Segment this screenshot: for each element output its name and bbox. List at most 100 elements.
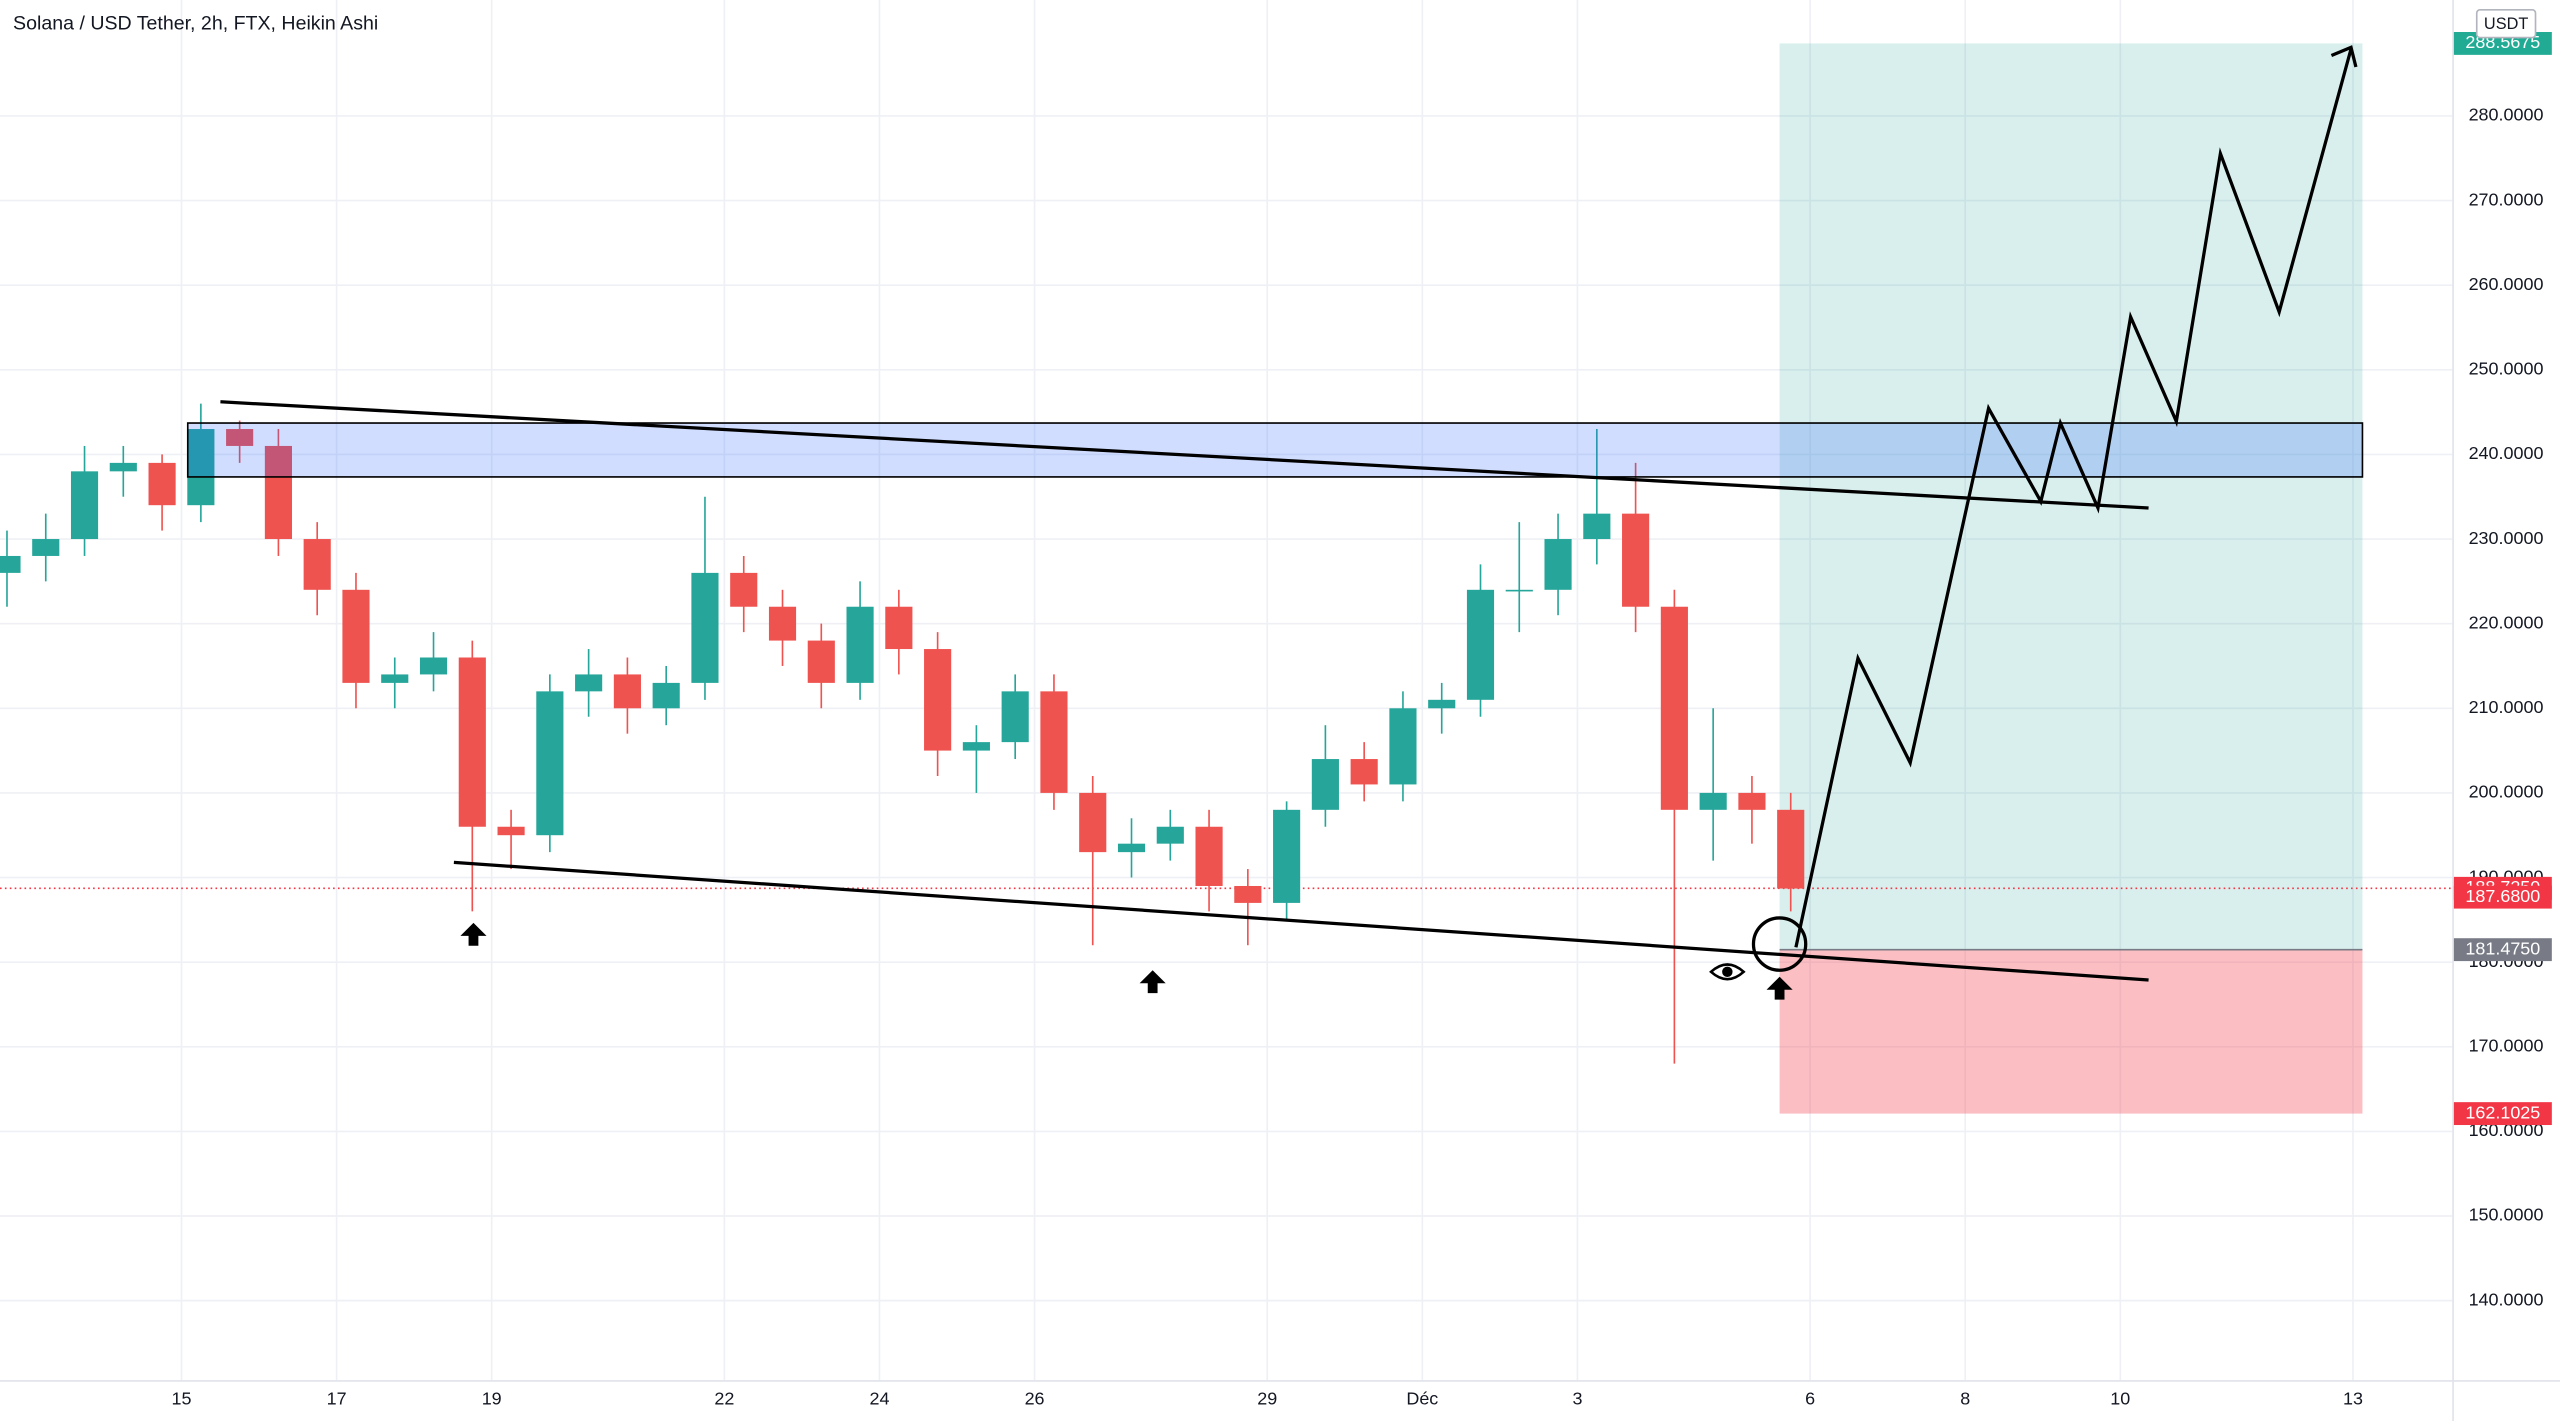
candle-body: [187, 429, 215, 506]
candle-body: [1040, 691, 1068, 793]
up-arrow: [1139, 970, 1166, 994]
candle-body: [536, 691, 564, 836]
up-arrow: [460, 922, 487, 946]
candle-body: [1156, 826, 1184, 844]
x-tick-label: 3: [1572, 1389, 1582, 1409]
candle-body: [419, 657, 448, 675]
candle-body: [1699, 792, 1727, 810]
grid: [0, 0, 2453, 1381]
x-tick-label: 29: [1257, 1389, 1277, 1409]
candle-body: [885, 606, 913, 650]
price-label: 181.4750: [2465, 938, 2540, 958]
price-label: 162.1025: [2465, 1102, 2540, 1122]
y-tick-label: 270.0000: [2469, 189, 2544, 209]
candle-body: [1001, 691, 1029, 743]
upper-trendline: [220, 400, 2149, 510]
candle-body: [1544, 539, 1572, 590]
candles: [0, 403, 1805, 1064]
x-tick-label: 19: [482, 1389, 502, 1409]
up-arrow: [1766, 976, 1793, 1000]
candle-body: [575, 674, 603, 692]
price-label-box: [2453, 938, 2552, 962]
candle-body: [768, 606, 797, 641]
currency-box[interactable]: [2475, 8, 2537, 39]
candle-body: [70, 471, 99, 540]
candle-body: [1777, 809, 1805, 889]
price-label-box: [2453, 1102, 2552, 1126]
y-tick-label: 140.0000: [2469, 1289, 2544, 1309]
x-tick-label: 10: [2110, 1389, 2130, 1409]
x-tick-label: Déc: [1406, 1389, 1438, 1409]
candle-body: [1622, 513, 1650, 607]
candle-body: [691, 572, 719, 683]
candle-body: [0, 555, 21, 573]
x-tick-label: 26: [1025, 1389, 1045, 1409]
entry-circle: [1751, 916, 1808, 972]
x-tick-label: 24: [869, 1389, 889, 1409]
candle-body: [1660, 606, 1688, 810]
y-tick-label: 230.0000: [2469, 528, 2544, 548]
candle-body: [264, 445, 292, 540]
x-tick-label: 8: [1960, 1389, 1970, 1409]
candle-body: [1466, 589, 1495, 700]
candle-body: [458, 657, 486, 827]
candle-body: [1273, 809, 1301, 903]
candle-body: [807, 640, 835, 683]
candle-body: [924, 649, 952, 751]
currency-label: USDT: [2484, 15, 2528, 33]
drawings: [186, 45, 2364, 1000]
x-tick-label: 17: [327, 1389, 347, 1409]
eye-icon: [1709, 963, 1746, 981]
candle-body: [342, 589, 370, 683]
axes: 140.0000150.0000160.0000170.0000180.0000…: [171, 31, 2552, 1409]
candle-body: [109, 462, 137, 472]
candle-body: [1738, 792, 1766, 810]
candle-body: [1311, 759, 1339, 810]
candle-body: [1389, 708, 1417, 785]
candle-body: [1350, 759, 1378, 785]
candle-body: [1195, 826, 1223, 886]
profit-zone: [1779, 43, 2363, 950]
y-tick-label: 200.0000: [2469, 782, 2544, 802]
x-tick-label: 15: [171, 1389, 191, 1409]
projection-arrowhead: [2330, 45, 2358, 68]
x-tick-label: 6: [1805, 1389, 1815, 1409]
candle-body: [1117, 843, 1146, 853]
y-tick-label: 260.0000: [2469, 274, 2544, 294]
candle-body: [1583, 513, 1611, 540]
y-tick-label: 220.0000: [2469, 612, 2544, 632]
candle-body: [730, 572, 758, 607]
resistance-zone: [186, 422, 2364, 478]
y-tick-label: 170.0000: [2469, 1036, 2544, 1056]
candle-body: [1505, 589, 1533, 592]
candle-body: [652, 682, 680, 709]
candle-body: [148, 462, 176, 506]
candle-body: [846, 606, 874, 683]
candle-body: [1428, 699, 1456, 709]
y-tick-label: 210.0000: [2469, 697, 2544, 717]
candle-body: [613, 674, 641, 709]
candle-body: [1079, 792, 1107, 853]
candle-body: [303, 539, 331, 590]
y-tick-label: 240.0000: [2469, 443, 2544, 463]
price-label-box: [2453, 885, 2552, 909]
y-tick-label: 250.0000: [2469, 359, 2544, 379]
position-tool: [0, 43, 2453, 1114]
y-tick-label: 150.0000: [2469, 1205, 2544, 1225]
candle-body: [962, 742, 990, 751]
x-tick-label: 13: [2343, 1389, 2363, 1409]
candle-body: [1234, 885, 1262, 903]
lower-trendline: [453, 860, 2149, 982]
chart-title: Solana / USD Tether, 2h, FTX, Heikin Ash…: [13, 13, 378, 35]
x-tick-label: 22: [714, 1389, 734, 1409]
candle-body: [381, 674, 409, 683]
projection-path: [1794, 48, 2353, 948]
candle-body: [226, 429, 254, 446]
price-label: 187.6800: [2465, 886, 2540, 906]
y-tick-label: 160.0000: [2469, 1120, 2544, 1140]
loss-zone: [1779, 949, 2363, 1114]
candle-body: [497, 826, 525, 836]
candle-body: [32, 539, 60, 556]
